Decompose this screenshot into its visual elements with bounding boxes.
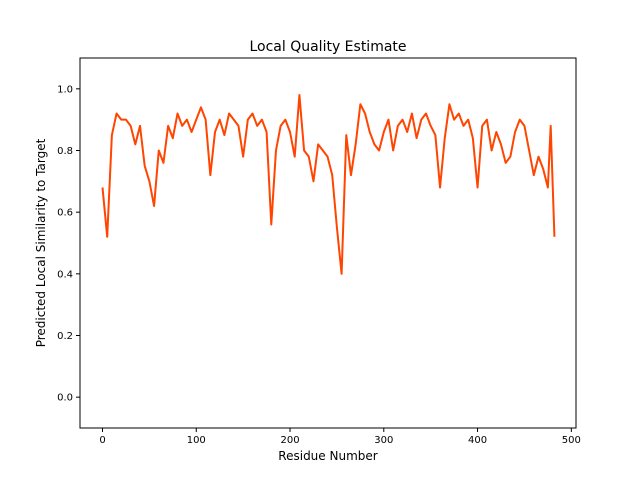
y-tick-label: 0.4 [57, 269, 73, 280]
x-tick-label: 400 [468, 435, 487, 446]
x-axis-label: Residue Number [278, 449, 377, 463]
x-tick-label: 100 [187, 435, 206, 446]
data-line [101, 94, 556, 275]
y-tick-label: 0.6 [57, 208, 73, 219]
x-tick-label: 300 [374, 435, 393, 446]
x-tick-label: 500 [562, 435, 581, 446]
x-tick-label: 200 [280, 435, 299, 446]
y-tick-label: 0.2 [57, 331, 73, 342]
chart-title: Local Quality Estimate [249, 39, 406, 55]
y-tick-label: 0.0 [57, 393, 73, 404]
y-tick-label: 0.8 [57, 146, 73, 157]
plot-frame [79, 57, 577, 429]
x-tick-label: 0 [99, 435, 105, 446]
y-tick-label: 1.0 [57, 84, 73, 95]
y-axis-label: Predicted Local Similarity to Target [34, 138, 48, 347]
